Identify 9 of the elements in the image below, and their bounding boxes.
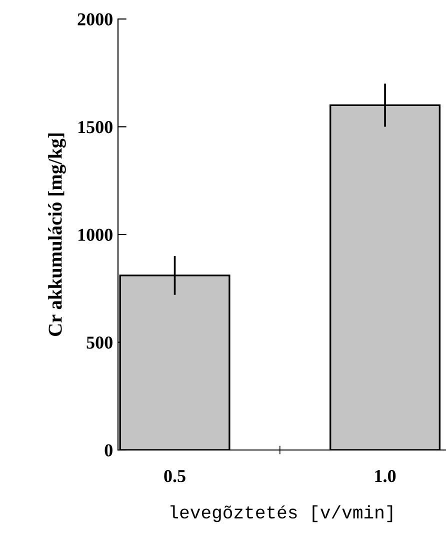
y-tick-label: 1500	[78, 121, 112, 134]
y-tick-label: 0	[104, 444, 112, 456]
x-tick-label: 1.0	[375, 470, 396, 482]
y-tick-label: 2000	[78, 13, 112, 26]
y-tick-label: 500	[86, 336, 112, 349]
x-axis-title: levegõztetés [v/vmin]	[170, 505, 392, 522]
y-axis-title: Cr akkumuláció [mg/kg]	[48, 133, 66, 336]
x-tick-label: 0.5	[164, 470, 186, 482]
y-tick-label: 1000	[78, 228, 112, 241]
